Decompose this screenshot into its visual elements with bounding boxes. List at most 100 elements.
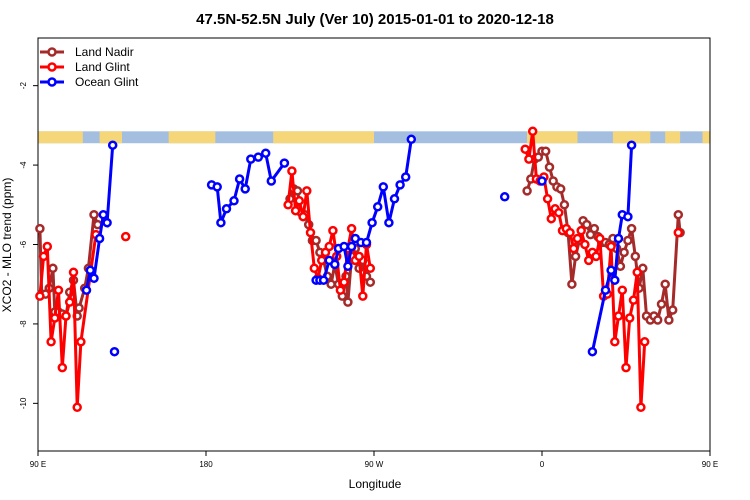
land-glint-point	[339, 277, 349, 287]
ocean-glint-point	[253, 152, 264, 162]
strip-land	[702, 131, 710, 144]
ocean-glint-point	[246, 154, 256, 164]
ocean-glint-point	[266, 176, 277, 186]
x-tick-label: 90 W	[365, 460, 384, 469]
ocean-glint-point	[85, 265, 96, 276]
land-nadir-point	[623, 235, 633, 246]
land-glint-point	[636, 402, 646, 413]
land-glint-point	[591, 251, 601, 262]
land-glint-point	[294, 196, 305, 206]
legend-label-ocean-glint: Ocean Glint	[75, 75, 139, 89]
land-glint-point	[520, 144, 530, 154]
ocean-glint-point	[216, 217, 226, 228]
land-nadir-point	[540, 146, 551, 156]
land-nadir-point	[652, 315, 663, 325]
ocean-glint-point	[384, 217, 394, 228]
land-nadir-point	[89, 209, 99, 220]
x-tick-label: 90 E	[702, 460, 718, 469]
land-nadir-point	[626, 223, 637, 234]
ocean-glint-point	[343, 261, 353, 272]
ocean-glint-point	[606, 265, 616, 276]
legend-marker-land-nadir	[47, 47, 57, 57]
land-nadir-point	[343, 297, 353, 307]
y-tick-label: -4	[19, 161, 28, 169]
y-axis-label: XCO2 - MLO trend (ppm)	[0, 178, 14, 313]
legend-marker-land-glint	[47, 62, 57, 72]
land-nadir-point	[555, 184, 566, 194]
land-nadir-point	[582, 219, 592, 230]
land-glint-point	[302, 186, 312, 196]
land-nadir-point	[656, 299, 667, 309]
ocean-glint-point	[587, 346, 598, 357]
ocean-glint-point	[107, 140, 118, 150]
legend-label-land-glint: Land Glint	[75, 60, 130, 74]
strip-land	[273, 131, 374, 144]
land-glint-point	[305, 227, 316, 238]
land-nadir-point	[365, 277, 376, 287]
ocean-glint-point	[395, 180, 405, 190]
strip-land	[665, 131, 681, 144]
land-glint-point	[580, 239, 590, 250]
land-glint-point	[606, 241, 616, 252]
ocean-glint-point	[626, 140, 637, 150]
ocean-glint-point	[406, 134, 417, 145]
land-glint-point	[595, 233, 605, 244]
land-nadir-point	[48, 263, 58, 274]
land-nadir-point	[667, 305, 678, 315]
land-glint-point	[365, 263, 376, 274]
ocean-glint-point	[94, 233, 105, 244]
ocean-glint-point	[318, 275, 329, 285]
land-nadir-point	[326, 279, 336, 289]
ocean-glint-point	[240, 184, 250, 194]
land-glint-point	[50, 313, 60, 323]
legend-label-land-nadir: Land Nadir	[75, 45, 134, 59]
land-glint-point	[35, 291, 45, 301]
land-nadir-point	[630, 251, 641, 262]
land-glint-point	[287, 166, 297, 176]
land-nadir-point	[570, 251, 581, 262]
land-glint-point	[624, 313, 635, 323]
ocean-glint-point	[372, 202, 383, 212]
y-tick-label: -2	[19, 82, 28, 90]
strip-land	[99, 131, 122, 144]
land-glint-point	[354, 251, 364, 262]
land-glint-point	[46, 337, 56, 347]
ocean-glint-point	[330, 259, 340, 270]
land-glint-point	[120, 231, 131, 242]
ocean-glint-point	[537, 176, 547, 186]
land-glint-point	[76, 337, 86, 347]
ocean-glint-point	[361, 237, 372, 248]
land-glint-point	[358, 291, 368, 301]
land-nadir-point	[311, 235, 321, 246]
land-glint-point	[621, 362, 631, 373]
land-glint-point	[554, 207, 564, 218]
land-glint-point	[639, 337, 650, 347]
ocean-glint-point	[102, 217, 112, 228]
ocean-glint-point	[229, 196, 239, 206]
land-nadir-point	[589, 223, 600, 234]
land-nadir-point	[522, 186, 532, 196]
ocean-glint-point	[367, 217, 377, 228]
chart-title: 47.5N-52.5N July (Ver 10) 2015-01-01 to …	[196, 11, 554, 28]
land-nadir-point	[74, 303, 84, 313]
land-glint-point	[576, 225, 586, 236]
ocean-glint-point	[81, 285, 92, 295]
ocean-glint-point	[400, 172, 411, 182]
land-nadir-point	[664, 315, 674, 325]
ocean-glint-point	[389, 194, 400, 204]
ocean-glint-point	[346, 241, 357, 252]
land-glint-point	[527, 126, 538, 137]
strip-land	[612, 131, 651, 144]
land-glint-point	[324, 241, 334, 252]
land-glint-point	[673, 227, 684, 238]
land-glint-point	[568, 243, 579, 254]
land-glint-point	[610, 337, 620, 347]
land-glint-point	[57, 362, 68, 373]
land-glint-point	[309, 263, 320, 274]
land-glint-point	[546, 213, 557, 224]
x-tick-label: 90 E	[30, 460, 46, 469]
strip-land	[38, 131, 83, 144]
strip-land	[168, 131, 216, 144]
